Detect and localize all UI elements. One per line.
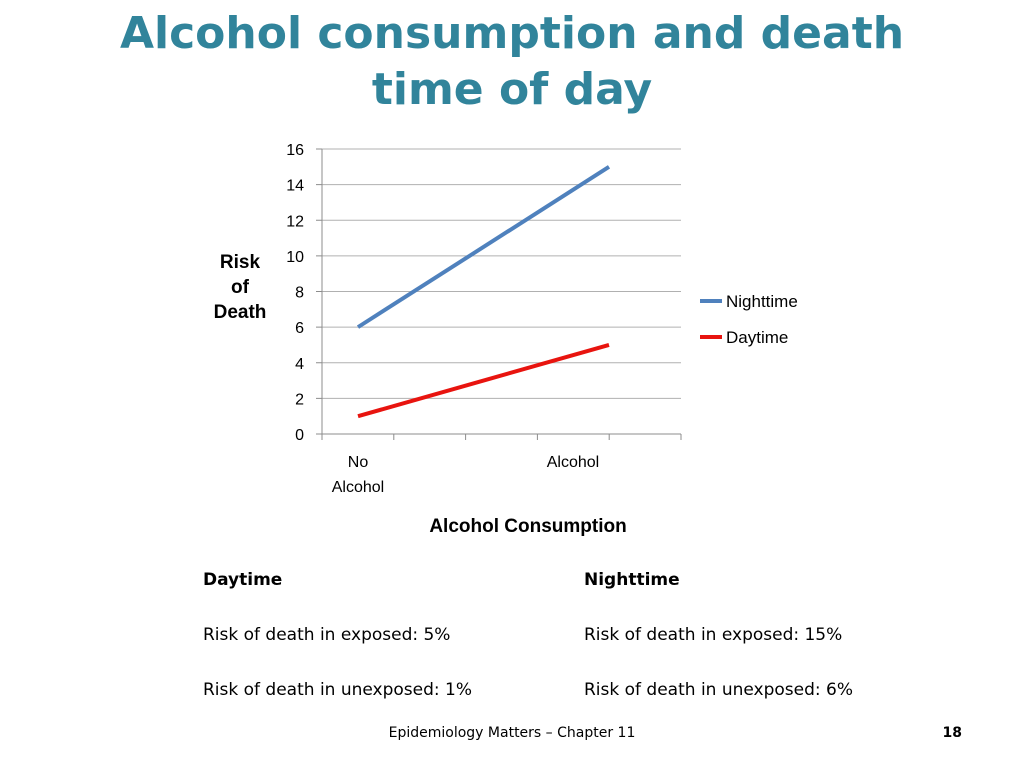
x-tick-label: No Alcohol [332, 454, 384, 496]
y-tick-label: 8 [295, 285, 304, 302]
axis-labels: 0 2 4 6 8 10 12 14 16 No Alcohol Alcohol Risk of Death… [214, 142, 627, 537]
x-axis-title: Alcohol Consumption [429, 516, 626, 537]
x-tick-label: Alcohol [547, 454, 599, 471]
series-line-daytime [357, 343, 610, 419]
slide-title-line-1: Alcohol consumption and death [119, 8, 905, 59]
daytime-exposed-risk: Risk of death in exposed: 5% [203, 625, 451, 645]
page-number: 18 [942, 725, 962, 741]
nighttime-unexposed-risk: Risk of death in unexposed: 6% [584, 680, 854, 700]
slide-title: Alcohol consumption and death time of da… [0, 6, 1024, 118]
axes [316, 148, 682, 440]
nighttime-heading: Nighttime [584, 570, 680, 590]
series-line-nighttime [356, 165, 611, 329]
y-tick-label: 2 [295, 391, 304, 408]
daytime-unexposed-risk: Risk of death in unexposed: 1% [203, 680, 473, 700]
y-tick-label: 0 [295, 427, 304, 444]
nighttime-exposed-risk: Risk of death in exposed: 15% [584, 625, 843, 645]
daytime-heading: Daytime [203, 570, 283, 590]
slide-title-line-2: time of day [371, 64, 653, 115]
y-tick-label: 12 [286, 213, 304, 230]
y-axis-title: Risk of Death [214, 252, 267, 323]
y-tick-label: 16 [286, 142, 304, 159]
y-tick-label: 4 [295, 356, 304, 373]
footer-text: Epidemiology Matters – Chapter 11 [388, 725, 636, 741]
y-tick-label: 6 [295, 320, 304, 337]
legend-label-daytime: Daytime [726, 328, 788, 347]
legend-label-nighttime: Nighttime [726, 292, 798, 311]
legend: Nighttime Daytime [700, 292, 798, 347]
y-tick-label: 10 [286, 249, 304, 266]
gridlines [322, 148, 681, 399]
y-tick-label: 14 [286, 178, 304, 195]
series-lines [356, 165, 611, 419]
